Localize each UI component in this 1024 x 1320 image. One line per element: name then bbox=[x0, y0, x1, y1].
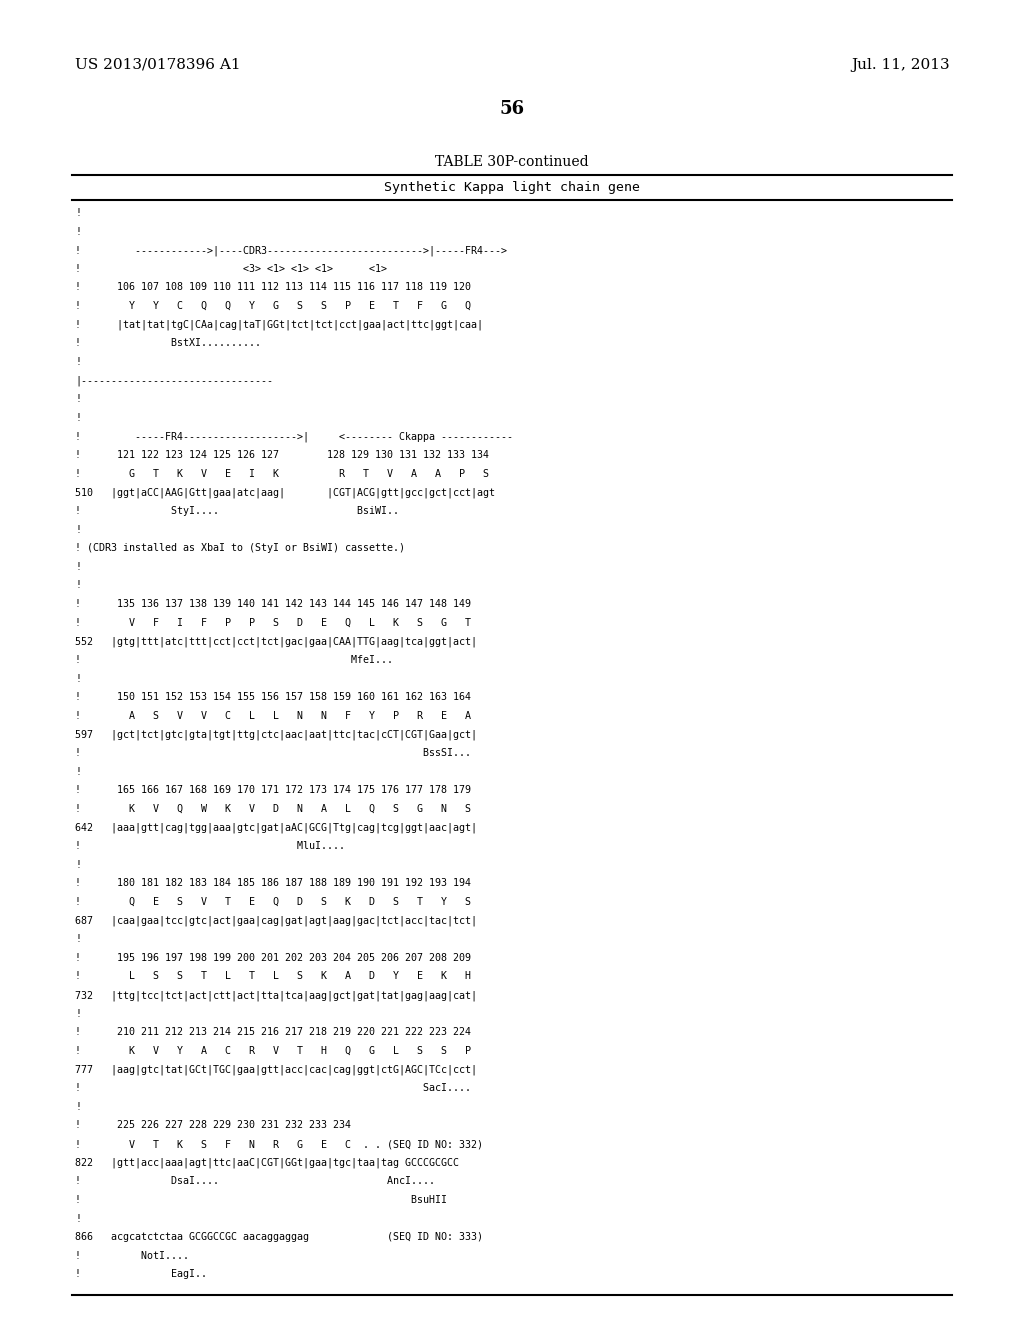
Text: !: ! bbox=[75, 673, 81, 684]
Text: !: ! bbox=[75, 1213, 81, 1224]
Text: !: ! bbox=[75, 935, 81, 944]
Text: !        V   T   K   S   F   N   R   G   E   C  . . (SEQ ID NO: 332): ! V T K S F N R G E C . . (SEQ ID NO: 33… bbox=[75, 1139, 483, 1148]
Text: 732   |ttg|tcc|tct|act|ctt|act|tta|tca|aag|gct|gat|tat|gag|aag|cat|: 732 |ttg|tcc|tct|act|ctt|act|tta|tca|aag… bbox=[75, 990, 477, 1001]
Text: TABLE 30P-continued: TABLE 30P-continued bbox=[435, 154, 589, 169]
Text: !: ! bbox=[75, 1008, 81, 1019]
Text: !: ! bbox=[75, 524, 81, 535]
Text: !               StyI....                       BsiWI..: ! StyI.... BsiWI.. bbox=[75, 506, 399, 516]
Text: !: ! bbox=[75, 227, 81, 236]
Text: !               EagI..: ! EagI.. bbox=[75, 1270, 207, 1279]
Text: !      |tat|tat|tgC|CAa|cag|taT|GGt|tct|tct|cct|gaa|act|ttc|ggt|caa|: ! |tat|tat|tgC|CAa|cag|taT|GGt|tct|tct|c… bbox=[75, 319, 483, 330]
Text: 687   |caa|gaa|tcc|gtc|act|gaa|cag|gat|agt|aag|gac|tct|acc|tac|tct|: 687 |caa|gaa|tcc|gtc|act|gaa|cag|gat|agt… bbox=[75, 916, 477, 927]
Text: !: ! bbox=[75, 395, 81, 404]
Text: !: ! bbox=[75, 859, 81, 870]
Text: !      121 122 123 124 125 126 127        128 129 130 131 132 133 134: ! 121 122 123 124 125 126 127 128 129 13… bbox=[75, 450, 489, 461]
Text: !        K   V   Y   A   C   R   V   T   H   Q   G   L   S   S   P: ! K V Y A C R V T H Q G L S S P bbox=[75, 1045, 471, 1056]
Text: !: ! bbox=[75, 1102, 81, 1111]
Text: !      150 151 152 153 154 155 156 157 158 159 160 161 162 163 164: ! 150 151 152 153 154 155 156 157 158 15… bbox=[75, 692, 471, 702]
Text: !        A   S   V   V   C   L   L   N   N   F   Y   P   R   E   A: ! A S V V C L L N N F Y P R E A bbox=[75, 710, 471, 721]
Text: !                                                         BssSI...: ! BssSI... bbox=[75, 748, 471, 758]
Text: !         ------------>|----CDR3-------------------------->|-----FR4--->: ! ------------>|----CDR3----------------… bbox=[75, 246, 507, 256]
Text: !                           <3> <1> <1> <1>      <1>: ! <3> <1> <1> <1> <1> bbox=[75, 264, 387, 273]
Text: !: ! bbox=[75, 562, 81, 572]
Text: !                                                       BsuHII: ! BsuHII bbox=[75, 1195, 447, 1205]
Text: Synthetic Kappa light chain gene: Synthetic Kappa light chain gene bbox=[384, 181, 640, 194]
Text: !      210 211 212 213 214 215 216 217 218 219 220 221 222 223 224: ! 210 211 212 213 214 215 216 217 218 21… bbox=[75, 1027, 471, 1038]
Text: 866   acgcatctctaa GCGGCCGC aacaggaggag             (SEQ ID NO: 333): 866 acgcatctctaa GCGGCCGC aacaggaggag (S… bbox=[75, 1232, 483, 1242]
Text: 597   |gct|tct|gtc|gta|tgt|ttg|ctc|aac|aat|ttc|tac|cCT|CGT|Gaa|gct|: 597 |gct|tct|gtc|gta|tgt|ttg|ctc|aac|aat… bbox=[75, 730, 477, 741]
Text: !        Q   E   S   V   T   E   Q   D   S   K   D   S   T   Y   S: ! Q E S V T E Q D S K D S T Y S bbox=[75, 898, 471, 907]
Text: !      165 166 167 168 169 170 171 172 173 174 175 176 177 178 179: ! 165 166 167 168 169 170 171 172 173 17… bbox=[75, 785, 471, 795]
Text: !: ! bbox=[75, 767, 81, 776]
Text: !      106 107 108 109 110 111 112 113 114 115 116 117 118 119 120: ! 106 107 108 109 110 111 112 113 114 11… bbox=[75, 282, 471, 293]
Text: !        K   V   Q   W   K   V   D   N   A   L   Q   S   G   N   S: ! K V Q W K V D N A L Q S G N S bbox=[75, 804, 471, 814]
Text: 56: 56 bbox=[500, 100, 524, 117]
Text: US 2013/0178396 A1: US 2013/0178396 A1 bbox=[75, 58, 241, 73]
Text: !               BstXI..........: ! BstXI.......... bbox=[75, 338, 261, 348]
Text: !: ! bbox=[75, 356, 81, 367]
Text: !: ! bbox=[75, 209, 81, 218]
Text: !      135 136 137 138 139 140 141 142 143 144 145 146 147 148 149: ! 135 136 137 138 139 140 141 142 143 14… bbox=[75, 599, 471, 609]
Text: !      195 196 197 198 199 200 201 202 203 204 205 206 207 208 209: ! 195 196 197 198 199 200 201 202 203 20… bbox=[75, 953, 471, 962]
Text: !                                             MfeI...: ! MfeI... bbox=[75, 655, 393, 665]
Text: !               DsaI....                            AncI....: ! DsaI.... AncI.... bbox=[75, 1176, 435, 1187]
Text: !        Y   Y   C   Q   Q   Y   G   S   S   P   E   T   F   G   Q: ! Y Y C Q Q Y G S S P E T F G Q bbox=[75, 301, 471, 312]
Text: |--------------------------------: |-------------------------------- bbox=[75, 376, 273, 385]
Text: 642   |aaa|gtt|cag|tgg|aaa|gtc|gat|aAC|GCG|Ttg|cag|tcg|ggt|aac|agt|: 642 |aaa|gtt|cag|tgg|aaa|gtc|gat|aAC|GCG… bbox=[75, 822, 477, 833]
Text: 510   |ggt|aCC|AAG|Gtt|gaa|atc|aag|       |CGT|ACG|gtt|gcc|gct|cct|agt: 510 |ggt|aCC|AAG|Gtt|gaa|atc|aag| |CGT|A… bbox=[75, 487, 495, 498]
Text: !      225 226 227 228 229 230 231 232 233 234: ! 225 226 227 228 229 230 231 232 233 23… bbox=[75, 1121, 351, 1130]
Text: 777   |aag|gtc|tat|GCt|TGC|gaa|gtt|acc|cac|cag|ggt|ctG|AGC|TCc|cct|: 777 |aag|gtc|tat|GCt|TGC|gaa|gtt|acc|cac… bbox=[75, 1064, 477, 1074]
Text: !          NotI....: ! NotI.... bbox=[75, 1251, 189, 1261]
Text: !                                                         SacI....: ! SacI.... bbox=[75, 1084, 471, 1093]
Text: !                                    MluI....: ! MluI.... bbox=[75, 841, 345, 851]
Text: !: ! bbox=[75, 581, 81, 590]
Text: 822   |gtt|acc|aaa|agt|ttc|aaC|CGT|GGt|gaa|tgc|taa|tag GCCCGCGCC: 822 |gtt|acc|aaa|agt|ttc|aaC|CGT|GGt|gaa… bbox=[75, 1158, 459, 1168]
Text: !: ! bbox=[75, 413, 81, 422]
Text: !        G   T   K   V   E   I   K          R   T   V   A   A   P   S: ! G T K V E I K R T V A A P S bbox=[75, 469, 489, 479]
Text: !      180 181 182 183 184 185 186 187 188 189 190 191 192 193 194: ! 180 181 182 183 184 185 186 187 188 18… bbox=[75, 878, 471, 888]
Text: !         -----FR4------------------->|     <-------- Ckappa ------------: ! -----FR4------------------->| <-------… bbox=[75, 432, 513, 442]
Text: !        L   S   S   T   L   T   L   S   K   A   D   Y   E   K   H: ! L S S T L T L S K A D Y E K H bbox=[75, 972, 471, 982]
Text: !        V   F   I   F   P   P   S   D   E   Q   L   K   S   G   T: ! V F I F P P S D E Q L K S G T bbox=[75, 618, 471, 627]
Text: ! (CDR3 installed as XbaI to (StyI or BsiWI) cassette.): ! (CDR3 installed as XbaI to (StyI or Bs… bbox=[75, 543, 406, 553]
Text: Jul. 11, 2013: Jul. 11, 2013 bbox=[851, 58, 950, 73]
Text: 552   |gtg|ttt|atc|ttt|cct|cct|tct|gac|gaa|CAA|TTG|aag|tca|ggt|act|: 552 |gtg|ttt|atc|ttt|cct|cct|tct|gac|gaa… bbox=[75, 636, 477, 647]
